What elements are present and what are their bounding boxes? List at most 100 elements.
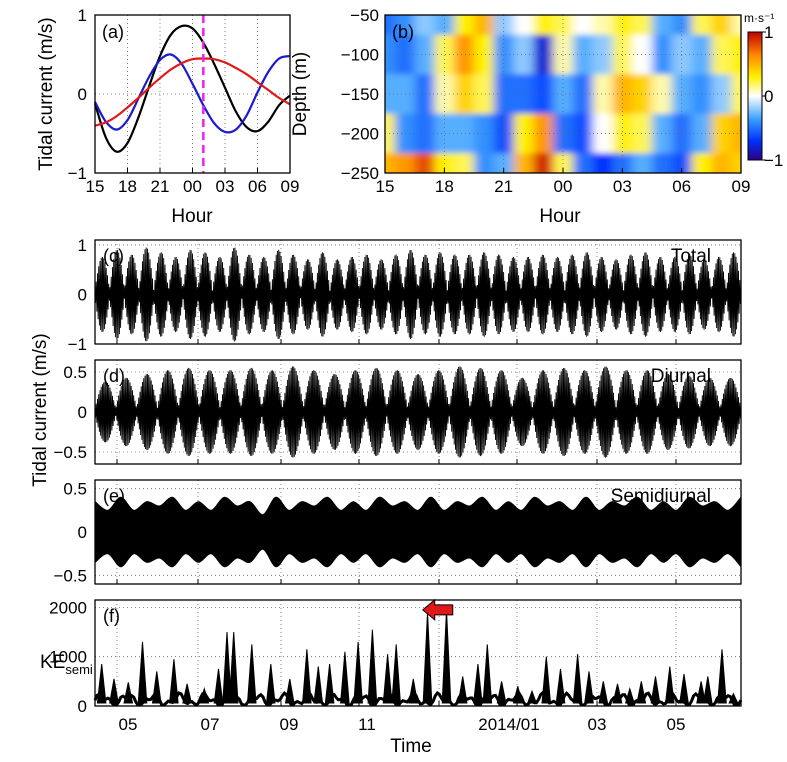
panel-a-xlabel: Hour [171,206,213,227]
panel-b-ytick-label: −200 [341,125,379,144]
heatmap-cell [394,15,416,36]
heatmap-cell [691,15,713,36]
heatmap-cell [553,15,574,36]
heatmap-cell [553,113,574,155]
heatmap-cell [572,113,594,155]
panel-f-xtick-label: 07 [201,715,220,734]
heatmap-cell [434,15,456,36]
panel-a-ytick-label: 1 [78,6,87,25]
heatmap-cell [454,15,475,36]
panel-c-frame [94,239,742,345]
heatmap-cell [454,113,475,155]
event-arrow [421,598,454,621]
panel-f-xtick-label: 05 [667,715,686,734]
heatmap-cell [612,153,634,173]
heatmap-cell [592,153,614,173]
panel-c-label: (c) [103,246,124,266]
heatmap-cell [454,74,475,115]
heatmap-cell [434,113,456,155]
panel-b-ytick-label: −50 [350,6,379,25]
heatmap-cell [592,34,614,76]
panel-e-envelope [94,496,742,568]
ke-spike [228,631,239,704]
heatmap-cell [553,74,574,115]
panel-b-label: (b) [392,22,414,42]
ke-spike [473,664,483,704]
heatmap-cell [691,113,713,155]
panel-b-xtick-label: 21 [494,177,513,196]
heatmap-cell [493,15,515,36]
panel-e-ytick-label: −0.5 [53,566,87,585]
panel-b-heatmap [385,15,741,173]
panel-d-frame [94,359,742,465]
panel-a-ytick-label: 0 [78,85,87,104]
panel-e-label: (e) [103,486,125,506]
heatmap-cell [414,15,436,36]
panel-f-ylabel-sub: semi [65,662,93,677]
heatmap-cell [385,113,396,155]
heatmap-cell [385,34,396,76]
heatmap-cell [671,34,693,76]
panel-b-xtick-label: 15 [376,177,395,196]
heatmap-cell [414,74,436,115]
heatmap-cell [671,113,693,155]
panel-d-ytick-label: 0.5 [63,363,87,382]
panel-d-ytick-label: −0.5 [53,443,87,462]
panel-c-ytick-label: −1 [68,335,87,354]
panel-c-signal [94,247,742,342]
colorbar [747,31,763,161]
panel-b-ytick-label: −250 [341,164,379,183]
heatmap-cell [385,74,396,115]
heatmap-cell [711,34,733,76]
panel-b-ytick-label: −100 [341,46,379,65]
heatmap-cell [632,74,653,115]
panel-d-legend: Diurnal [651,366,711,387]
heatmap-cell [434,74,456,115]
heatmap-cell [711,74,733,115]
panel-b-ytick-label: −150 [341,85,379,104]
heatmap-cell [612,74,634,115]
heatmap-cell [513,74,535,115]
panel-e-frame [94,479,742,585]
heatmap-cell [671,15,693,36]
panel-b-x-ticks: 15 18 21 00 03 06 09 [376,168,751,196]
heatmap-cell [731,34,741,76]
panel-f-xtick-label: 2014/01 [478,715,539,734]
heatmap-cell [454,34,475,76]
panel-b: 15 18 21 00 03 06 09 −50 −100 −150 −200 −250 (b) H… [290,6,783,227]
heatmap-cell [572,15,594,36]
panel-b-ylabel: Depth (m) [290,52,311,136]
heatmap-cell [572,74,594,115]
panel-b-xtick-label: 03 [613,177,632,196]
panel-c-ytick-label: 1 [78,236,87,255]
heatmap-cell [731,113,741,155]
panel-a-xtick-label: 15 [86,177,105,196]
heatmap-cell [652,34,673,76]
panel-b-xtick-label: 18 [435,177,454,196]
ke-spike [340,651,350,704]
heatmap-cell [592,15,614,36]
panel-b-xlabel: Hour [539,206,581,227]
heatmap-cell [652,113,673,155]
panel-d-ytick-label: 0 [78,403,87,422]
panel-a-x-ticks: 15 18 21 00 03 06 09 [86,168,299,196]
panel-d-label: (d) [103,366,125,386]
heatmap-cell [474,113,495,155]
heatmap-cell [711,15,733,36]
ke-spike [496,681,507,704]
heatmap-cell [394,74,416,115]
heatmap-cell [533,113,555,155]
heatmap-cell [385,153,396,173]
panel-d: 0.5 0 −0.5 (d) Diurnal [53,359,742,465]
panel-b-y-ticks: −50 −100 −150 −200 −250 [341,6,379,183]
heatmap-cell [632,113,653,155]
heatmap-cell [513,153,535,173]
panel-c-ytick-label: 0 [78,285,87,304]
heatmap-cell [572,153,594,173]
heatmap-cell [592,74,614,115]
panel-b-xtick-label: 09 [732,177,751,196]
heatmap-cell [652,153,673,173]
panel-f-ytick-label: 2000 [49,598,87,617]
panel-b-xtick-label: 00 [554,177,573,196]
